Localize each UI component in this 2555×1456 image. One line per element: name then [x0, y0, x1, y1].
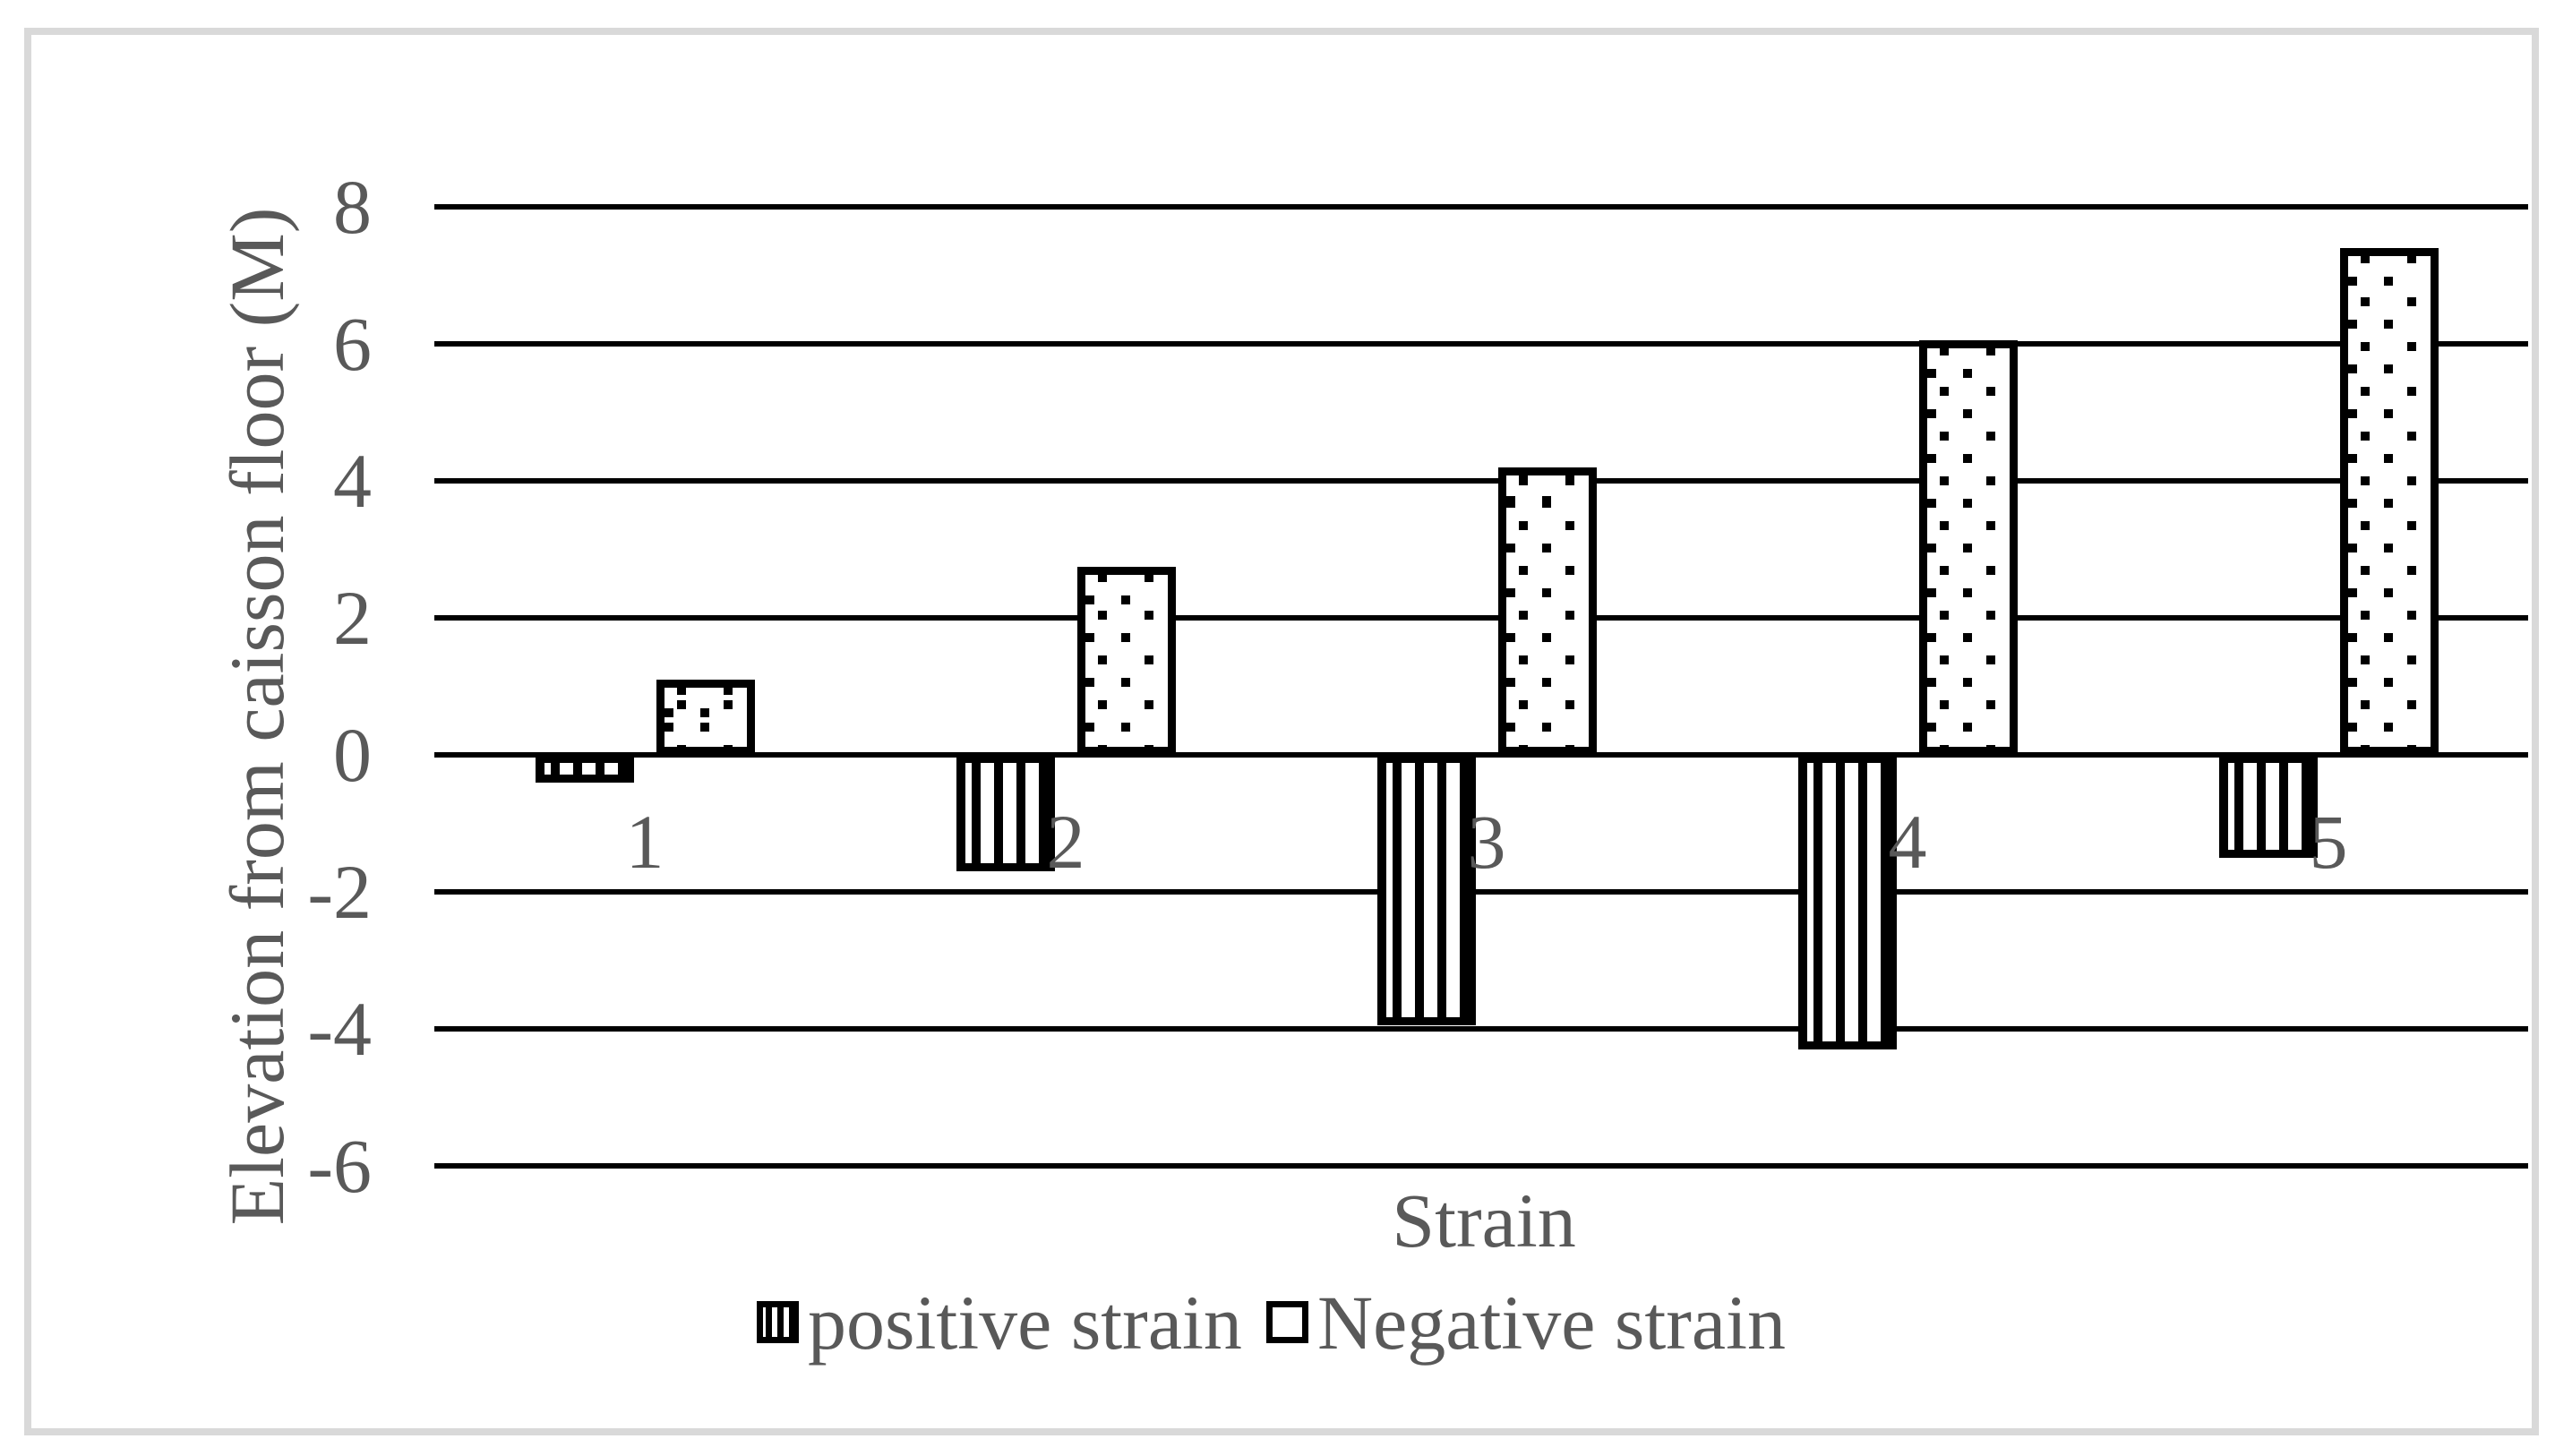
gridline-2 [434, 615, 2528, 621]
legend-label-positive-strain: positive strain [808, 1280, 1242, 1366]
y-tick-label--6: -6 [307, 1123, 372, 1209]
gridline-4 [434, 478, 2528, 484]
bar-stripes-cat-3 [1376, 755, 1476, 1026]
category-label-3: 3 [1467, 799, 1506, 885]
gridline--2 [434, 889, 2528, 895]
y-tick-label-2: 2 [333, 575, 372, 661]
gridline-6 [434, 341, 2528, 347]
y-tick-label-8: 8 [333, 164, 372, 250]
legend-label-negative-strain: Negative strain [1317, 1280, 1786, 1366]
bar-stripes-cat-4 [1797, 755, 1897, 1049]
y-tick-label-4: 4 [333, 438, 372, 524]
bar-dots-cat-5 [2339, 247, 2439, 755]
gridline-0 [434, 752, 2528, 758]
category-label-1: 1 [625, 799, 664, 885]
bar-stripes-cat-1 [535, 755, 634, 783]
bar-dots-cat-1 [656, 679, 755, 755]
chart-border-frame [24, 28, 2539, 1435]
category-label-5: 5 [2309, 799, 2348, 885]
bar-dots-cat-4 [1918, 340, 2018, 755]
y-tick-label--2: -2 [307, 849, 372, 935]
legend-marker-negative-strain-icon [1266, 1301, 1308, 1343]
gridline--6 [434, 1163, 2528, 1169]
y-tick-label-0: 0 [333, 712, 372, 798]
category-label-4: 4 [1888, 799, 1927, 885]
bar-dots-cat-2 [1076, 566, 1176, 755]
bar-dots-cat-3 [1497, 467, 1597, 755]
legend-marker-positive-strain-icon [757, 1301, 799, 1343]
category-label-2: 2 [1046, 799, 1085, 885]
bar-stripes-cat-5 [2218, 755, 2318, 858]
gridline--4 [434, 1026, 2528, 1032]
y-tick-label-6: 6 [333, 301, 372, 387]
gridline-8 [434, 204, 2528, 210]
y-tick-label--4: -4 [307, 986, 372, 1072]
x-axis-title: Strain [1392, 1178, 1576, 1263]
bar-stripes-cat-2 [956, 755, 1055, 872]
